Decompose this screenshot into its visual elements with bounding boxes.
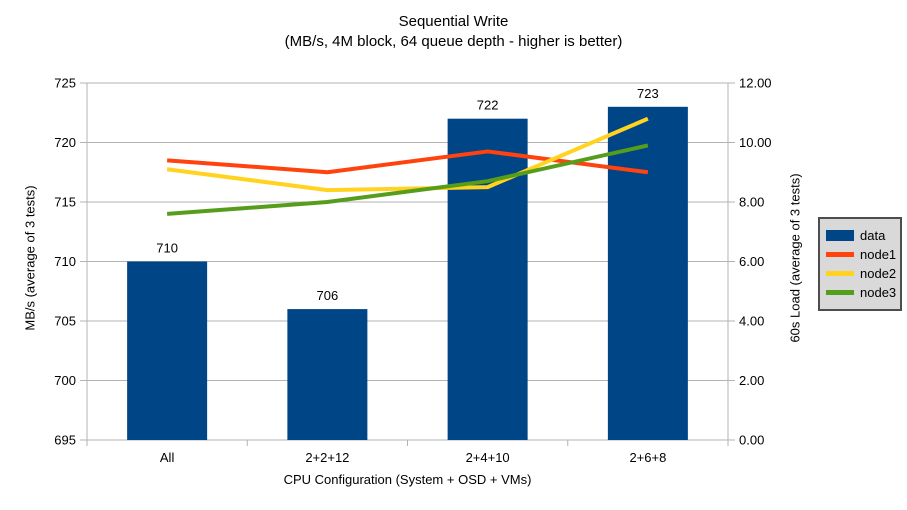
legend-label: node3 [860,285,897,300]
y-left-tick-label: 715 [54,195,76,210]
x-category-label: 2+2+12 [305,450,349,465]
x-category-label: 2+4+10 [466,450,510,465]
bar-2+4+10 [447,118,528,440]
y-left-tick-label: 710 [54,254,76,269]
x-category-label: All [160,450,175,465]
legend-swatch-node2 [826,271,854,276]
bar-value-label: 706 [317,288,339,303]
x-axis-title: CPU Configuration (System + OSD + VMs) [283,472,532,487]
legend-label: data [860,228,886,243]
y-left-tick-label: 700 [54,373,76,388]
y-right-tick-label: 4.00 [739,314,764,329]
y-right-tick-label: 10.00 [739,135,772,150]
y-right-tick-label: 8.00 [739,195,764,210]
legend-swatch-data [826,230,854,241]
legend-label: node2 [860,266,897,281]
legend-entry-node1: node1 [826,245,897,264]
y-right-tick-label: 12.00 [739,76,772,91]
chart-subtitle: (MB/s, 4M block, 64 queue depth - higher… [284,33,623,50]
y-left-tick-label: 705 [54,314,76,329]
legend-entry-data: data [826,226,894,245]
legend-entry-node3: node3 [826,283,897,302]
legend: data node1 node2 node3 [818,217,902,311]
y-left-tick-label: 695 [54,433,76,448]
y-right-tick-label: 6.00 [739,254,764,269]
legend-entry-node2: node2 [826,264,897,283]
y-right-axis-title: 60s Load (average of 3 tests) [787,173,803,343]
y-left-tick-label: 720 [54,135,76,150]
legend-swatch-node3 [826,290,854,295]
bar-value-label: 710 [156,241,178,256]
bar-All [127,261,208,440]
legend-label: node1 [860,247,897,262]
bar-value-label: 722 [477,98,499,113]
y-right-tick-label: 2.00 [739,373,764,388]
legend-swatch-node1 [826,252,854,257]
line-node3 [166,143,649,216]
line-node2 [166,116,649,193]
bar-2+6+8 [607,106,688,441]
bar-2+2+12 [287,309,368,440]
x-category-label: 2+6+8 [629,450,666,465]
y-left-tick-label: 725 [54,76,76,91]
chart-title: Sequential Write [398,13,509,30]
bar-value-label: 723 [637,86,659,101]
y-left-axis-title: MB/s (average of 3 tests) [22,185,38,331]
y-right-tick-label: 0.00 [739,433,764,448]
